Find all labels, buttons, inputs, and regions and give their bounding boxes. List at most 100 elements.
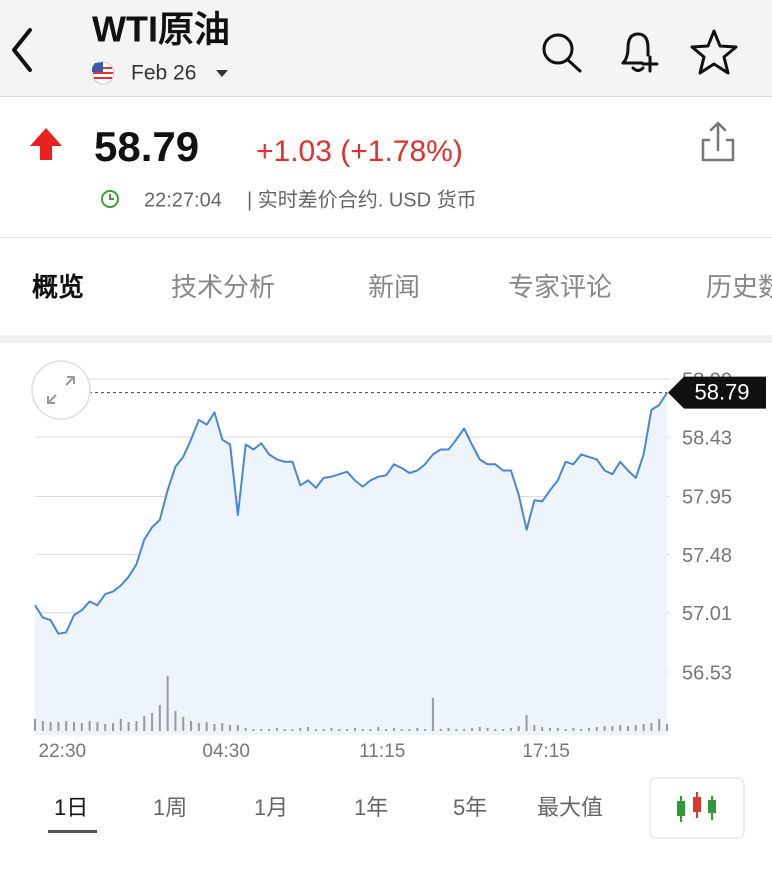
volume-bar bbox=[80, 723, 83, 731]
search-icon[interactable] bbox=[542, 33, 582, 73]
volume-bar bbox=[463, 729, 466, 731]
x-tick-label: 04:30 bbox=[202, 741, 250, 762]
period-button[interactable]: 1周 bbox=[153, 795, 187, 820]
volume-bar bbox=[73, 722, 76, 731]
volume-bar bbox=[283, 729, 286, 731]
volume-bar bbox=[666, 724, 668, 731]
tab[interactable]: 新闻 bbox=[368, 272, 420, 302]
volume-bar bbox=[587, 728, 590, 731]
volume-bar bbox=[564, 729, 567, 731]
volume-bar bbox=[275, 728, 278, 731]
volume-bar bbox=[619, 725, 622, 731]
share-icon[interactable] bbox=[701, 121, 735, 162]
volume-bar bbox=[190, 721, 193, 731]
volume-bar bbox=[572, 728, 575, 731]
price: 58.79 bbox=[94, 123, 199, 170]
volume-bar bbox=[424, 729, 427, 731]
volume-bar bbox=[556, 728, 559, 731]
volume-bar bbox=[455, 729, 458, 731]
tab[interactable]: 技术分析 bbox=[171, 272, 275, 302]
volume-bar bbox=[182, 717, 185, 731]
tab[interactable]: 专家评论 bbox=[508, 272, 612, 302]
volume-bar bbox=[88, 721, 91, 731]
volume-bar bbox=[252, 729, 255, 731]
expand-button[interactable] bbox=[31, 360, 91, 420]
period-button[interactable]: 最大值 bbox=[537, 795, 603, 820]
volume-bar bbox=[525, 715, 528, 731]
volume-bar bbox=[346, 729, 349, 731]
volume-bar bbox=[330, 728, 333, 731]
volume-bar bbox=[112, 723, 115, 731]
price-line bbox=[34, 392, 668, 635]
volume-bar bbox=[57, 722, 60, 731]
volume-bar bbox=[548, 728, 551, 731]
period-button[interactable]: 1日 bbox=[54, 795, 88, 820]
volume-bar bbox=[353, 728, 356, 731]
volume-bar bbox=[502, 729, 505, 731]
volume-bar bbox=[205, 722, 208, 731]
volume-bar bbox=[416, 728, 419, 731]
tab[interactable]: 历史数 bbox=[706, 272, 772, 302]
volume-bar bbox=[65, 721, 68, 731]
period-button[interactable]: 5年 bbox=[453, 795, 487, 820]
tab-shadow bbox=[0, 335, 772, 343]
clock-icon bbox=[101, 190, 119, 208]
header-bg bbox=[0, 0, 772, 96]
x-tick-label: 22:30 bbox=[39, 741, 87, 762]
dropdown-icon[interactable] bbox=[216, 70, 228, 77]
volume-bar bbox=[400, 729, 403, 731]
area bbox=[35, 392, 667, 735]
volume-bar bbox=[377, 727, 380, 731]
volume-bar bbox=[299, 728, 302, 731]
volume-bar bbox=[307, 727, 310, 731]
volume-bar bbox=[603, 726, 606, 731]
y-tick-label: 57.95 bbox=[682, 487, 732, 509]
volume-bar bbox=[322, 729, 325, 731]
quote-info: | 实时差价合约. USD 货币 bbox=[247, 188, 477, 211]
chart: 56.5357.0157.4857.9558.4358.9022:3004:30… bbox=[34, 369, 766, 762]
volume-bar bbox=[34, 719, 36, 731]
back-button[interactable] bbox=[12, 28, 32, 72]
last-price-label: 58.79 bbox=[694, 379, 749, 404]
time: 22:27:04 bbox=[144, 189, 222, 211]
volume-bar bbox=[650, 723, 653, 731]
period-button[interactable]: 1月 bbox=[254, 795, 288, 820]
alert-icon[interactable] bbox=[621, 32, 659, 73]
volume-bar bbox=[158, 705, 161, 731]
volume-bar bbox=[221, 723, 224, 731]
volume-bar bbox=[197, 723, 200, 731]
volume-bar bbox=[96, 722, 99, 731]
volume-bar bbox=[49, 722, 52, 731]
contract[interactable]: Feb 26 bbox=[131, 62, 196, 85]
volume-bar bbox=[478, 727, 481, 731]
volume-bar bbox=[338, 729, 341, 731]
period-button[interactable]: 1年 bbox=[354, 795, 388, 820]
volume-bar bbox=[626, 726, 629, 731]
volume-bar bbox=[385, 729, 388, 731]
volume-bar bbox=[143, 716, 146, 731]
up-arrow bbox=[30, 128, 62, 160]
volume-bar bbox=[439, 729, 442, 731]
candle-toggle[interactable] bbox=[649, 777, 745, 839]
volume-bar bbox=[244, 728, 247, 731]
volume-bar bbox=[486, 728, 489, 731]
tab[interactable]: 概览 bbox=[32, 272, 84, 302]
period-underline bbox=[48, 830, 97, 833]
volume-bar bbox=[291, 729, 294, 731]
volume-bar bbox=[151, 713, 154, 731]
volume-bar bbox=[509, 728, 512, 731]
title: WTI原油 bbox=[92, 9, 230, 50]
volume-bar bbox=[431, 698, 434, 731]
volume-bar bbox=[104, 724, 107, 731]
flag bbox=[91, 61, 115, 85]
volume-bar bbox=[166, 676, 169, 731]
volume-bar bbox=[541, 727, 544, 731]
volume-bar bbox=[595, 727, 598, 731]
volume-bar bbox=[517, 726, 520, 731]
y-tick-label: 58.43 bbox=[682, 427, 732, 449]
favorite-icon[interactable] bbox=[690, 29, 738, 75]
volume-bar bbox=[580, 729, 583, 731]
volume-bar bbox=[634, 725, 637, 731]
